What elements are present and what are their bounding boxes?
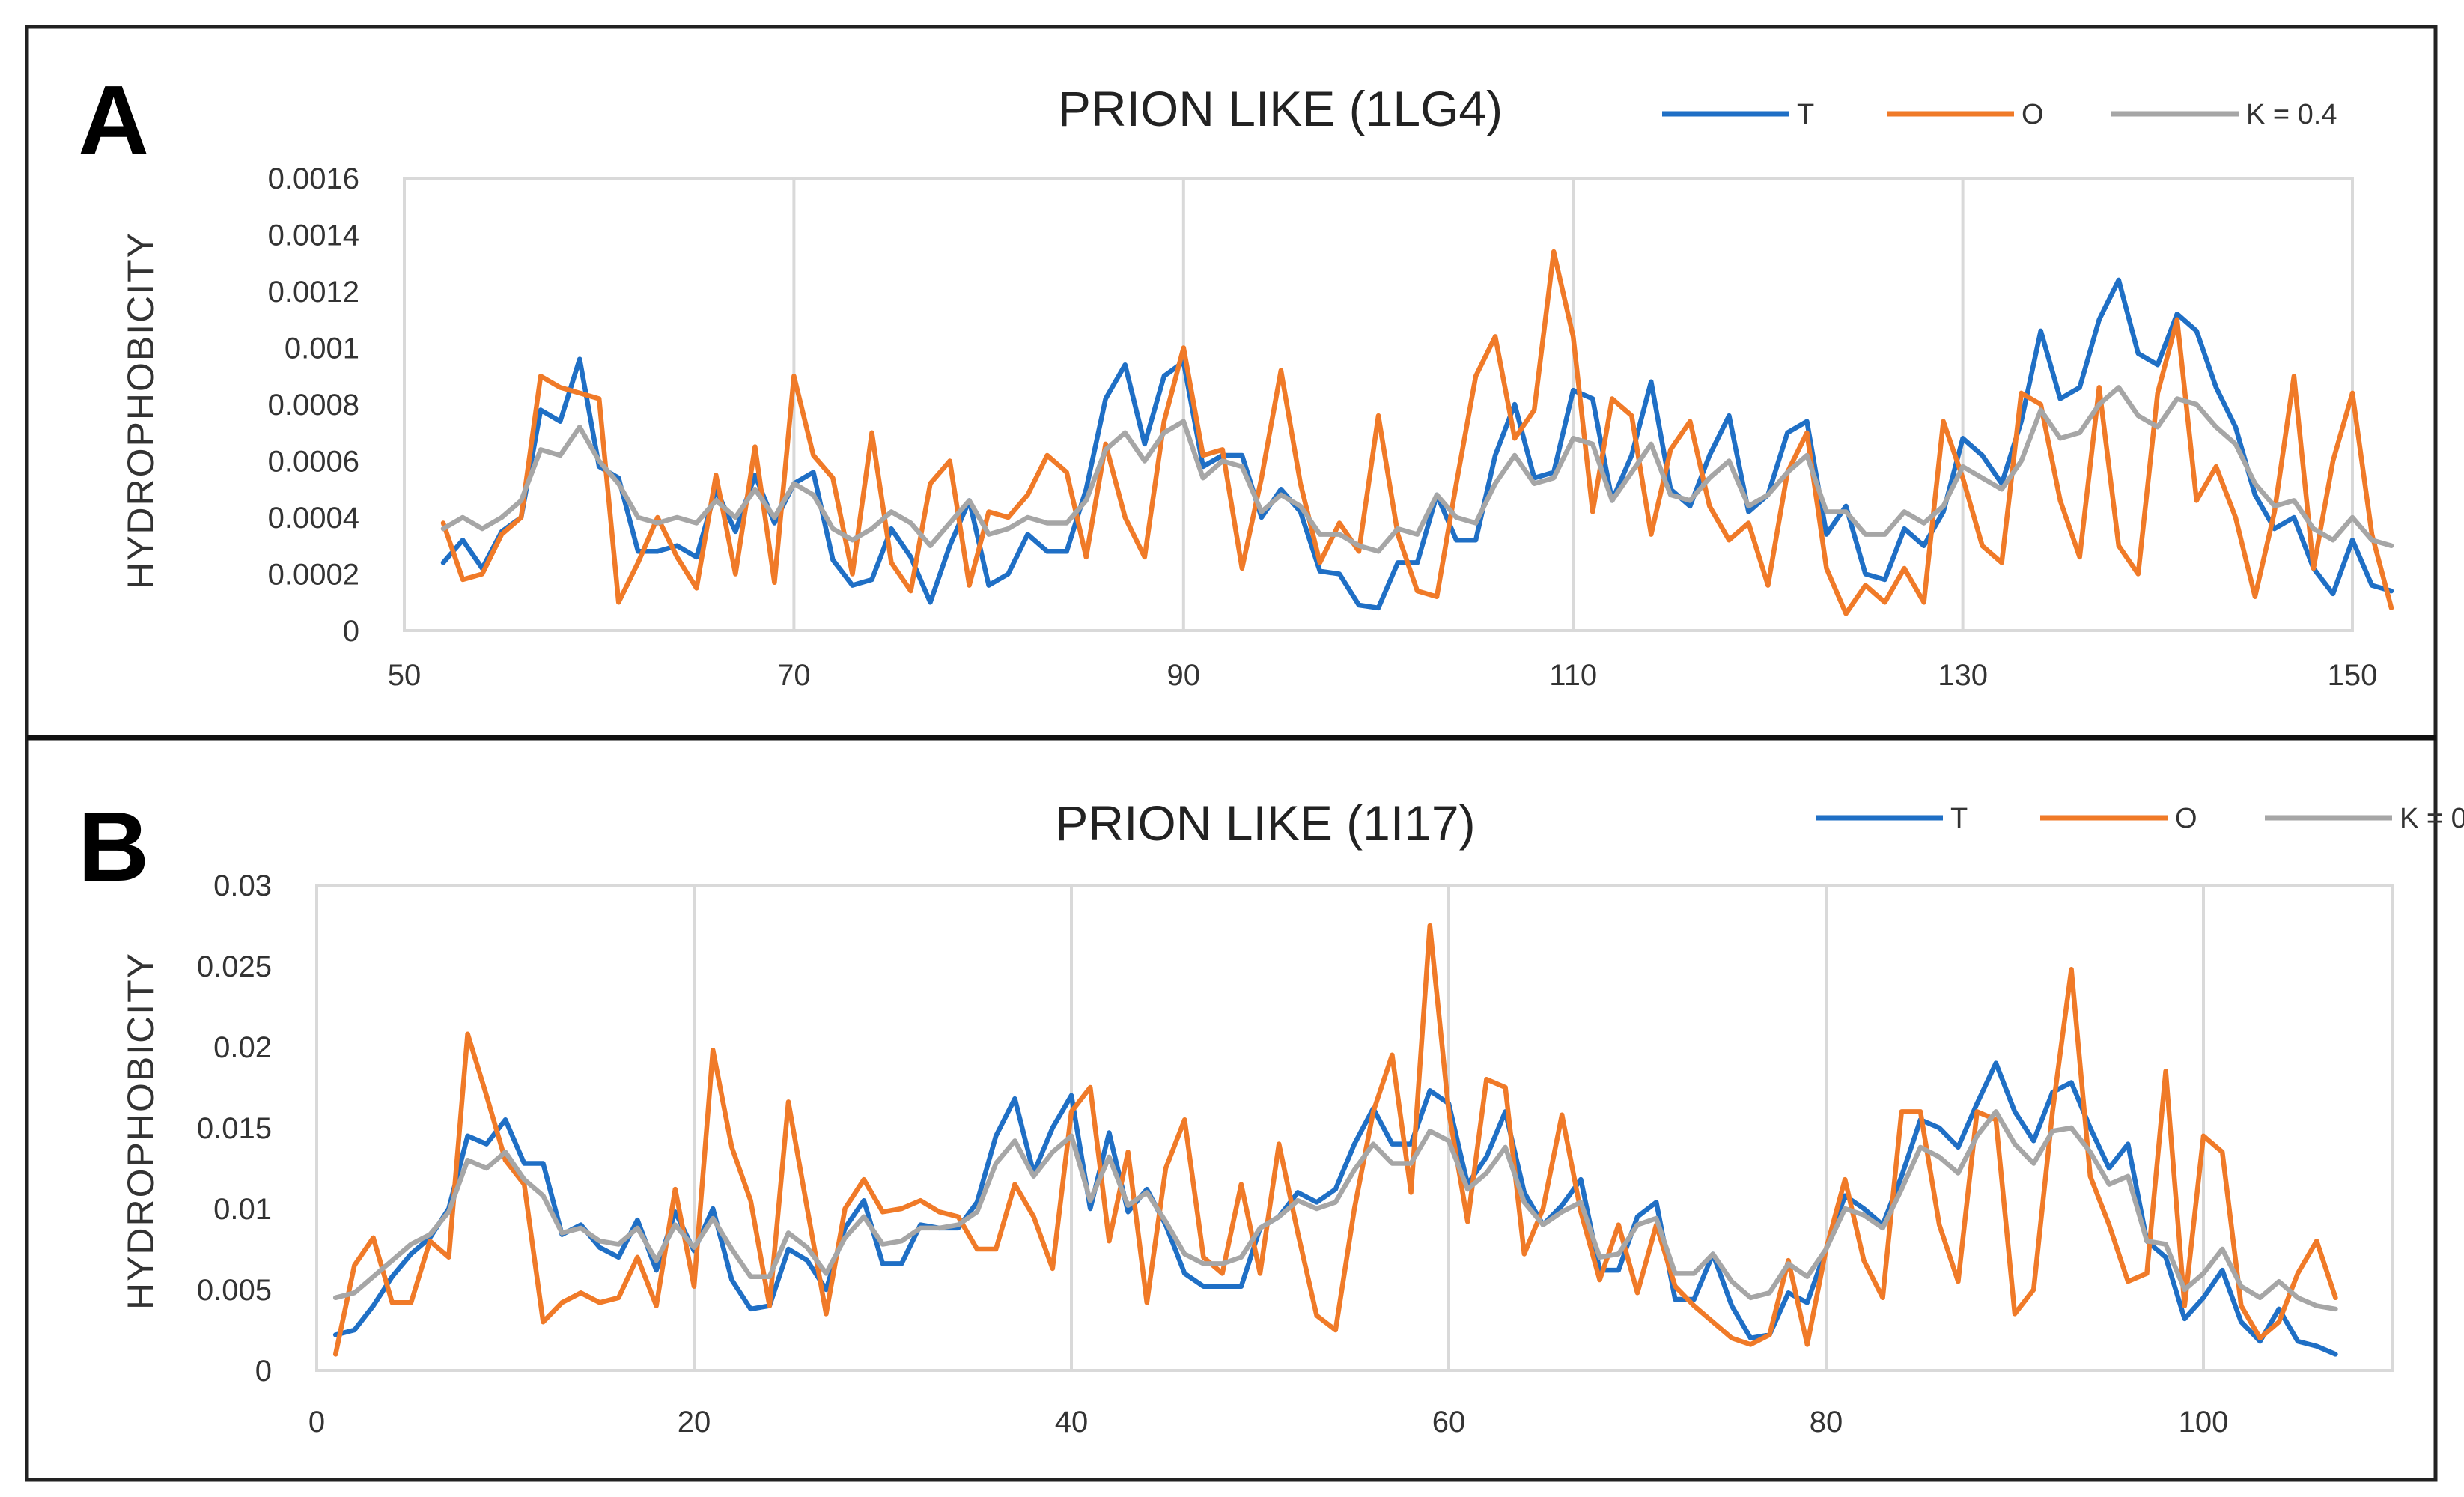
chart-b-x-tick-label: 40 <box>1055 1406 1089 1439</box>
chart-a-legend-label: K = 0.4 <box>2246 99 2337 130</box>
chart-b-series-k-0-2 <box>332 1109 2338 1312</box>
chart-b-x-tick-label: 60 <box>1432 1406 1466 1439</box>
chart-b-title: PRION LIKE (1I17) <box>1055 795 1475 851</box>
chart-a-series-o <box>440 249 2394 616</box>
chart-b-ylabel: HYDROPHOBICITY <box>120 952 162 1310</box>
chart-a-x-tick-label: 150 <box>2328 659 2378 692</box>
chart-a-legend-label: T <box>1797 99 1814 130</box>
figure-frame <box>25 25 2438 1482</box>
chart-b-y-tick-label: 0.01 <box>213 1193 272 1226</box>
panel-b-letter: B <box>78 792 149 902</box>
chart-b-x-tick-label: 80 <box>1810 1406 1843 1439</box>
chart-a-y-tick-label: 0.0014 <box>268 219 359 252</box>
chart-b-x-tick-label: 0 <box>308 1406 325 1439</box>
chart-b-series-o <box>332 923 2338 1357</box>
chart-b-legend: T O K = 0.2 <box>1816 803 2464 834</box>
chart-a-y-tick-label: 0.0008 <box>268 389 359 422</box>
chart-a-y-tick-label: 0.0016 <box>268 163 359 195</box>
chart-b-plot: 0 20 40 60 80 100 0 0.005 0.01 0.015 0.02 0.025 0.03 <box>197 869 2394 1439</box>
chart-a-y-tick-label: 0.0006 <box>268 446 359 479</box>
chart-b-y-tick-label: 0.03 <box>213 869 272 902</box>
chart-a-x-tick-label: 50 <box>388 659 422 692</box>
panel-a-letter: A <box>78 65 149 175</box>
chart-a-legend: T O K = 0.4 <box>1662 99 2337 130</box>
chart-a-y-tick-label: 0 <box>343 615 359 648</box>
chart-b-legend-label: T <box>1950 803 1968 834</box>
chart-a-plot: 50 70 90 110 130 150 0 0.0002 0.0004 0.0006 0.0008… <box>268 163 2394 692</box>
chart-b-y-tick-label: 0 <box>255 1355 272 1388</box>
chart-a-y-tick-label: 0.0002 <box>268 559 359 592</box>
chart-a-ylabel: HYDROPHOBICITY <box>120 231 162 589</box>
chart-b-y-tick-label: 0.025 <box>197 950 272 983</box>
panel-a: A PRION LIKE (1LG4) HYDROPHOBICITY 50 70 9… <box>78 65 2394 692</box>
chart-a-legend-label: O <box>2022 99 2044 130</box>
chart-a-x-tick-label: 130 <box>1938 659 1988 692</box>
chart-a-y-tick-label: 0.0012 <box>268 276 359 309</box>
chart-a-x-tick-label: 90 <box>1167 659 1201 692</box>
panel-b: B PRION LIKE (1I17) HYDROPHOBICITY 0 20 40… <box>78 792 2464 1439</box>
chart-b-y-tick-label: 0.005 <box>197 1274 272 1307</box>
chart-b-x-tick-label: 20 <box>678 1406 711 1439</box>
chart-b-legend-label: O <box>2175 803 2197 834</box>
chart-b-legend-label: K = 0.2 <box>2400 803 2464 834</box>
chart-b-y-tick-label: 0.02 <box>213 1031 272 1064</box>
chart-a-y-tick-label: 0.0004 <box>268 502 359 535</box>
chart-a-x-tick-label: 110 <box>1549 659 1597 692</box>
chart-b-y-tick-label: 0.015 <box>197 1112 272 1145</box>
chart-a-x-tick-label: 70 <box>777 659 811 692</box>
chart-b-x-tick-label: 100 <box>2179 1406 2229 1439</box>
chart-a-title: PRION LIKE (1LG4) <box>1058 81 1503 136</box>
chart-a-y-tick-label: 0.001 <box>285 333 359 365</box>
chart-a-series-k-0-4 <box>440 385 2394 554</box>
